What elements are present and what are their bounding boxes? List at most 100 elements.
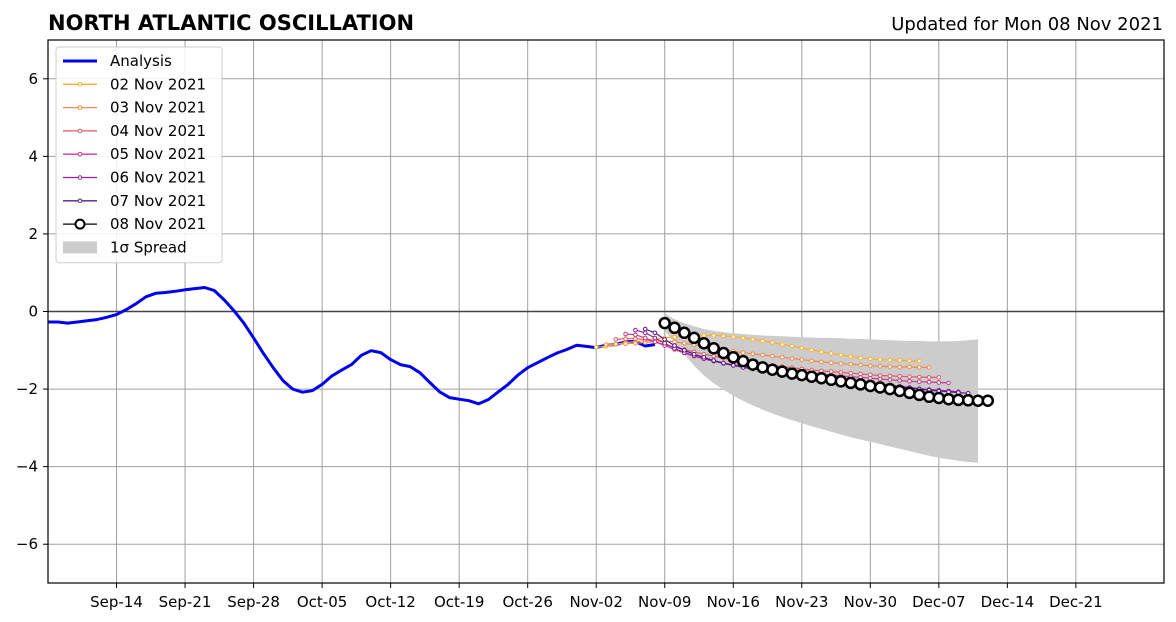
data-point bbox=[731, 334, 736, 340]
data-point bbox=[887, 357, 893, 363]
data-point bbox=[682, 348, 687, 353]
data-point bbox=[779, 355, 785, 360]
data-point bbox=[701, 355, 707, 360]
data-point bbox=[868, 356, 873, 362]
data-point bbox=[779, 342, 785, 347]
data-point bbox=[613, 341, 619, 347]
x-tick-label: Oct-26 bbox=[502, 593, 552, 611]
data-point bbox=[721, 333, 726, 339]
data-point bbox=[893, 384, 906, 398]
data-point bbox=[854, 378, 867, 391]
data-point bbox=[907, 358, 912, 364]
data-point bbox=[642, 335, 648, 341]
data-point bbox=[858, 355, 863, 361]
x-tick-label: Oct-19 bbox=[434, 593, 484, 611]
legend-box bbox=[55, 46, 223, 264]
legend-marker bbox=[77, 151, 83, 157]
data-point bbox=[766, 363, 779, 376]
data-point bbox=[613, 337, 619, 342]
x-tick-label: Sep-28 bbox=[227, 593, 280, 611]
data-point bbox=[873, 381, 887, 394]
data-point bbox=[897, 374, 903, 379]
y-tick-label: 6 bbox=[28, 70, 38, 88]
x-tick-label: Nov-09 bbox=[638, 593, 691, 611]
x-tick-label: Oct-12 bbox=[365, 593, 415, 611]
legend-entry: 1σ Spread bbox=[110, 238, 187, 256]
data-point bbox=[799, 345, 805, 351]
data-point bbox=[623, 331, 628, 337]
data-point bbox=[913, 388, 926, 402]
data-point bbox=[740, 335, 746, 341]
data-point bbox=[795, 368, 809, 382]
data-point bbox=[633, 341, 638, 346]
data-point bbox=[936, 375, 942, 380]
data-point bbox=[652, 335, 658, 341]
data-point bbox=[642, 330, 648, 336]
legend-entry: 06 Nov 2021 bbox=[110, 169, 206, 187]
data-point bbox=[809, 347, 814, 353]
y-tick-label: 0 bbox=[28, 303, 38, 321]
data-point bbox=[887, 364, 893, 369]
data-point bbox=[877, 357, 883, 362]
data-point bbox=[883, 382, 897, 396]
data-point bbox=[633, 327, 638, 333]
legend-entry: 07 Nov 2021 bbox=[110, 192, 206, 210]
data-point bbox=[897, 358, 903, 363]
x-tick-label: Nov-02 bbox=[570, 593, 623, 611]
data-point bbox=[633, 336, 638, 342]
grid bbox=[48, 40, 1164, 583]
data-point bbox=[770, 353, 775, 359]
data-point bbox=[756, 361, 769, 374]
legend-swatch bbox=[63, 241, 97, 254]
data-point bbox=[775, 365, 789, 378]
legend-marker bbox=[77, 175, 83, 180]
axes: Sep-14 Sep-21 Sep-28 Oct-05 Oct-12 Oct-19 Oct-… bbox=[16, 39, 1165, 611]
data-point bbox=[942, 392, 955, 406]
data-point bbox=[926, 375, 932, 380]
data-point bbox=[981, 394, 995, 407]
data-point bbox=[721, 360, 726, 366]
data-point bbox=[844, 376, 857, 390]
data-point bbox=[828, 351, 834, 356]
data-point bbox=[838, 352, 844, 358]
data-point bbox=[623, 336, 628, 342]
data-point bbox=[848, 354, 854, 359]
data-point bbox=[785, 367, 799, 380]
data-point bbox=[799, 357, 805, 362]
data-point bbox=[750, 337, 756, 342]
data-point bbox=[877, 376, 883, 382]
data-point bbox=[887, 373, 893, 379]
data-point bbox=[907, 379, 912, 384]
data-point bbox=[952, 393, 965, 407]
data-point bbox=[903, 386, 916, 400]
x-tick-label: Nov-23 bbox=[775, 593, 828, 611]
data-point bbox=[633, 332, 638, 338]
data-point bbox=[789, 356, 795, 361]
data-point bbox=[824, 373, 838, 387]
data-point bbox=[834, 375, 848, 388]
series-line bbox=[48, 286, 656, 406]
y-tick-label: −6 bbox=[16, 535, 38, 553]
data-point bbox=[819, 349, 824, 355]
data-point bbox=[877, 363, 883, 369]
x-tick-label: Dec-07 bbox=[912, 593, 966, 611]
data-point bbox=[838, 361, 844, 366]
legend-marker bbox=[77, 105, 83, 110]
x-tick-label: Sep-14 bbox=[90, 593, 143, 611]
legend-marker bbox=[74, 218, 86, 230]
data-point bbox=[946, 380, 951, 386]
x-tick-label: Sep-21 bbox=[159, 593, 212, 611]
data-point bbox=[922, 390, 936, 404]
data-point bbox=[887, 377, 893, 383]
data-point bbox=[815, 371, 828, 385]
data-point bbox=[652, 330, 658, 336]
data-point bbox=[652, 339, 658, 345]
data-point bbox=[809, 358, 814, 364]
data-point bbox=[917, 365, 922, 370]
data-point bbox=[848, 361, 854, 367]
data-point bbox=[672, 339, 677, 345]
legend-entry: 08 Nov 2021 bbox=[110, 215, 206, 233]
y-tick-label: 4 bbox=[28, 147, 38, 165]
legend-entry: 02 Nov 2021 bbox=[110, 75, 206, 93]
data-point bbox=[691, 351, 697, 357]
